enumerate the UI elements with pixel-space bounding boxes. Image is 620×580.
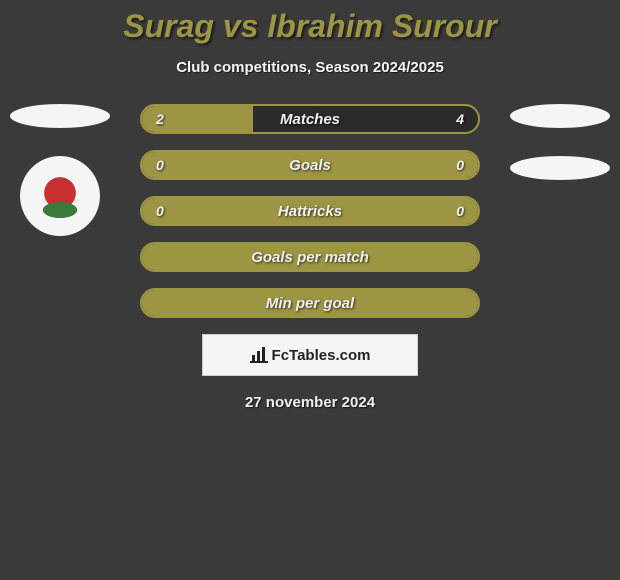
stat-bar-hattricks: 0 Hattricks 0 — [140, 196, 480, 226]
fctables-logo[interactable]: FcTables.com — [202, 334, 418, 376]
stats-bars: 2 Matches 4 0 Goals 0 0 Hattricks 0 Goal… — [140, 104, 480, 318]
right-club-flag-placeholder — [510, 156, 610, 180]
stat-label: Min per goal — [142, 295, 478, 312]
stat-right-value: 4 — [456, 111, 464, 127]
stat-bar-goals-per-match: Goals per match — [140, 242, 480, 272]
stat-label: Goals — [142, 157, 478, 174]
left-player-column — [10, 104, 110, 236]
right-player-column — [510, 104, 610, 208]
logo-text: FcTables.com — [272, 347, 371, 364]
page-title: Surag vs Ibrahim Surour — [0, 0, 620, 45]
left-club-badge — [20, 156, 100, 236]
stat-right-value: 0 — [456, 203, 464, 219]
date-text: 27 november 2024 — [0, 394, 620, 411]
stat-bar-matches: 2 Matches 4 — [140, 104, 480, 134]
main-area: 2 Matches 4 0 Goals 0 0 Hattricks 0 Goal… — [0, 104, 620, 411]
stat-right-value: 0 — [456, 157, 464, 173]
stat-bar-min-per-goal: Min per goal — [140, 288, 480, 318]
stat-label: Goals per match — [142, 249, 478, 266]
right-player-flag-placeholder — [510, 104, 610, 128]
stat-bar-goals: 0 Goals 0 — [140, 150, 480, 180]
left-player-flag-placeholder — [10, 104, 110, 128]
club-emblem-icon — [30, 166, 90, 226]
bar-chart-icon — [250, 347, 268, 363]
stat-label: Matches — [142, 111, 478, 128]
subtitle: Club competitions, Season 2024/2025 — [0, 59, 620, 76]
comparison-card: Surag vs Ibrahim Surour Club competition… — [0, 0, 620, 411]
stat-label: Hattricks — [142, 203, 478, 220]
